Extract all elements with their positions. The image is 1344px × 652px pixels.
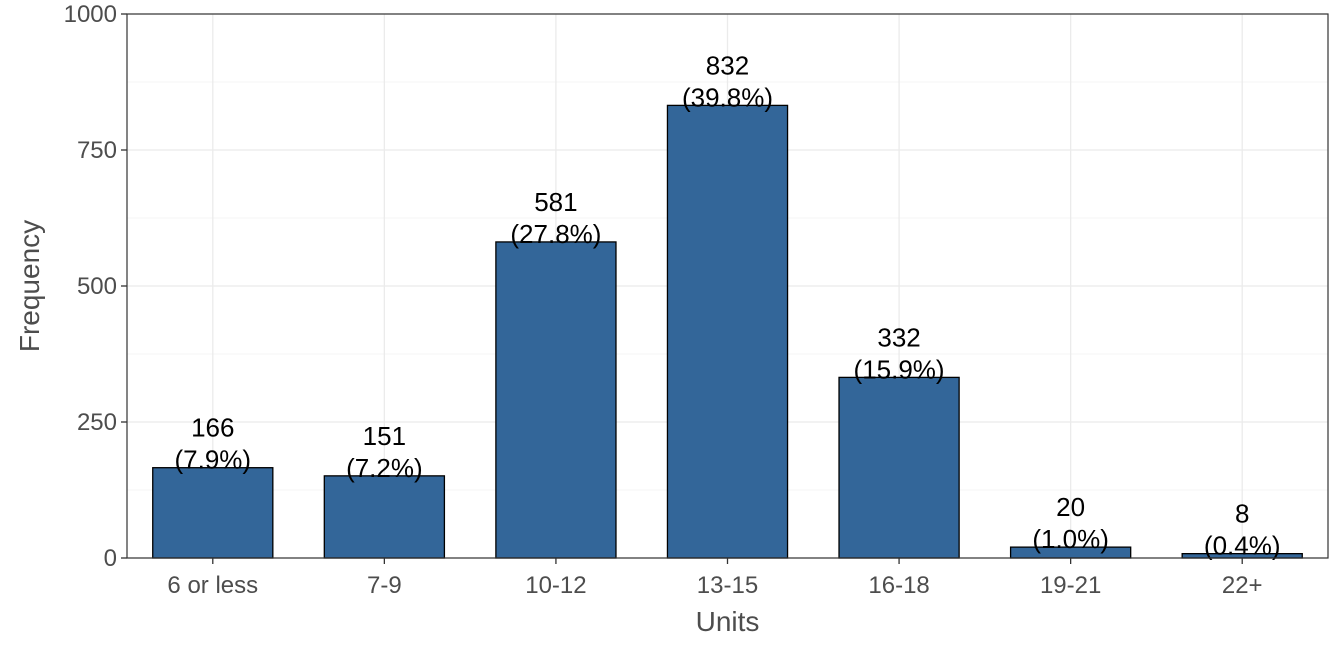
x-axis: 6 or less 7-9 10-12 13-15 16-18 19-21 22+ xyxy=(167,558,1263,599)
bar-count-label: 151 xyxy=(363,421,406,451)
y-tick-label: 500 xyxy=(77,273,117,300)
bar-count-label: 581 xyxy=(534,187,577,217)
y-tick-label: 750 xyxy=(77,137,117,164)
bar-percent-label: (1.0%) xyxy=(1032,524,1109,554)
bar-count-label: 332 xyxy=(877,322,920,352)
data-labels: (7.9%)166 (7.2%)151 (27.8%)581 (39.8%)832 (1… xyxy=(174,50,1280,560)
x-axis-title: Units xyxy=(696,606,760,637)
bar-10-12 xyxy=(495,241,617,559)
x-tick-label: 16-18 xyxy=(868,572,929,599)
x-tick-label: 6 or less xyxy=(167,572,258,599)
bar-percent-label: (15.9%) xyxy=(854,354,945,384)
y-axis-title: Frequency xyxy=(14,220,45,352)
bar-count-label: 20 xyxy=(1056,492,1085,522)
bar-13-15 xyxy=(666,104,789,559)
bar-percent-label: (27.8%) xyxy=(510,219,601,249)
bar-count-label: 166 xyxy=(191,413,234,443)
y-tick-label: 1000 xyxy=(64,1,117,28)
x-tick-label: 19-21 xyxy=(1040,572,1101,599)
x-tick-label: 7-9 xyxy=(367,572,402,599)
bar-7-9 xyxy=(323,475,446,559)
y-tick-label: 250 xyxy=(77,409,117,436)
bar-6-or-less xyxy=(152,467,274,559)
x-tick-label: 22+ xyxy=(1222,572,1263,599)
bar-count-label: 832 xyxy=(706,50,749,80)
bar-count-label: 8 xyxy=(1235,499,1249,529)
bar-percent-label: (0.4%) xyxy=(1204,531,1281,561)
bar-percent-label: (7.9%) xyxy=(174,445,251,475)
bar-percent-label: (7.2%) xyxy=(346,453,423,483)
bars xyxy=(152,104,1303,559)
bar-percent-label: (39.8%) xyxy=(682,82,773,112)
y-axis: 0 250 500 750 1000 xyxy=(64,1,127,572)
y-tick-label: 0 xyxy=(104,545,117,572)
x-tick-label: 10-12 xyxy=(525,572,586,599)
bar-16-18 xyxy=(838,376,960,559)
x-tick-label: 13-15 xyxy=(697,572,758,599)
